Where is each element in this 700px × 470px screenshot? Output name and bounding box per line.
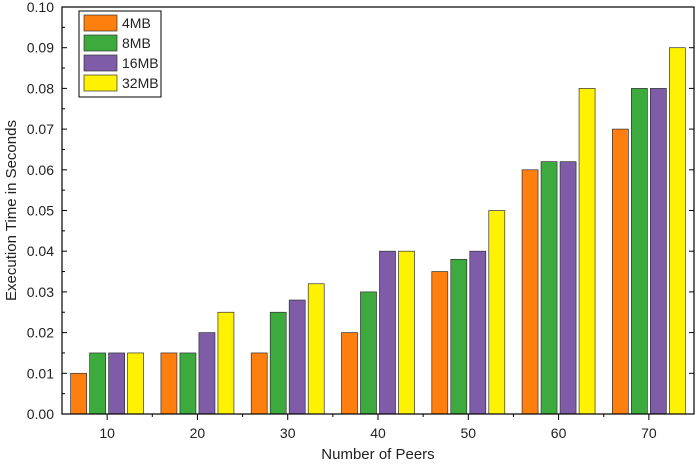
y-tick-label: 0.01 xyxy=(27,365,54,381)
bar-32mb-30 xyxy=(307,283,325,415)
bar-32mb-60 xyxy=(578,88,596,415)
bar-16mb-50 xyxy=(469,250,487,415)
legend-label-4mb: 4MB xyxy=(122,15,151,31)
y-tick-label: 0.04 xyxy=(27,243,54,259)
x-tick-label: 40 xyxy=(370,425,386,441)
bar-32mb-40 xyxy=(398,250,415,415)
bar-16mb-70 xyxy=(650,88,667,415)
bar-4mb-10 xyxy=(70,372,87,415)
x-tick-label: 20 xyxy=(190,425,206,441)
bar-32mb-10 xyxy=(127,352,144,415)
bar-16mb-40 xyxy=(379,250,396,415)
bar-4mb-20 xyxy=(160,352,178,415)
bar-16mb-30 xyxy=(288,299,306,415)
y-tick-label: 0.00 xyxy=(27,406,54,422)
bar-32mb-20 xyxy=(217,311,235,415)
bar-16mb-20 xyxy=(198,332,216,415)
y-tick-label: 0.09 xyxy=(27,40,54,56)
y-tick-label: 0.03 xyxy=(27,284,54,300)
bar-16mb-60 xyxy=(559,161,577,415)
y-tick-label: 0.08 xyxy=(27,80,54,96)
bar-8mb-10 xyxy=(89,352,106,415)
x-tick-label: 70 xyxy=(641,425,657,441)
y-tick-label: 0.10 xyxy=(27,0,54,15)
bar-8mb-60 xyxy=(540,161,558,415)
bar-8mb-40 xyxy=(360,291,377,415)
bar-8mb-70 xyxy=(631,88,648,415)
legend-label-8mb: 8MB xyxy=(122,35,151,51)
legend-label-16mb: 16MB xyxy=(122,55,159,71)
legend-swatch-8mb xyxy=(83,34,118,52)
y-tick-label: 0.07 xyxy=(27,121,54,137)
legend-label-32mb: 32MB xyxy=(122,75,159,91)
bar-4mb-40 xyxy=(341,332,358,415)
bar-8mb-20 xyxy=(179,352,197,415)
y-tick-label: 0.06 xyxy=(27,162,54,178)
x-axis: 10 20 30 40 50 60 70 xyxy=(99,414,657,441)
bar-8mb-30 xyxy=(269,311,287,415)
x-tick-label: 60 xyxy=(551,425,567,441)
legend: 4MB 8MB 16MB 32MB xyxy=(78,10,162,98)
bar-32mb-50 xyxy=(488,210,506,415)
x-tick-label: 50 xyxy=(460,425,476,441)
legend-swatch-4mb xyxy=(83,14,118,32)
x-axis-title: Number of Peers xyxy=(321,446,434,463)
y-axis-title: Execution Time in Seconds xyxy=(3,120,20,301)
bar-8mb-50 xyxy=(450,258,468,415)
y-tick-label: 0.02 xyxy=(27,325,54,341)
x-tick-label: 30 xyxy=(280,425,296,441)
bar-4mb-70 xyxy=(612,128,629,415)
y-tick-label: 0.05 xyxy=(27,203,54,219)
x-tick-label: 10 xyxy=(99,425,115,441)
y-axis: 0.00 0.01 0.02 0.03 0.04 0.05 0.06 0.07 0.08 0.09… xyxy=(27,0,694,422)
legend-swatch-16mb xyxy=(83,54,118,72)
bar-4mb-30 xyxy=(250,352,268,415)
bar-4mb-50 xyxy=(431,271,449,415)
bar-32mb-70 xyxy=(669,47,686,415)
bar-16mb-10 xyxy=(108,352,125,415)
bar-4mb-60 xyxy=(521,169,539,415)
legend-swatch-32mb xyxy=(83,74,118,92)
